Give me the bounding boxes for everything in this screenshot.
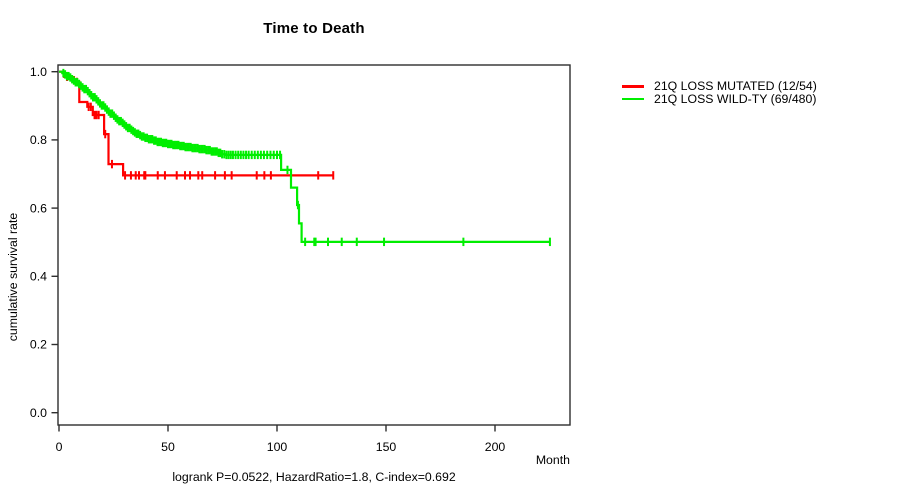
- legend-line-green: [622, 97, 644, 101]
- y-axis-tick-label: 0.2: [30, 338, 47, 352]
- legend: 21Q LOSS MUTATED (12/54) 21Q LOSS WILD-T…: [622, 79, 817, 106]
- chart-title: Time to Death: [263, 20, 365, 37]
- y-axis-title: cumulative survival rate: [6, 212, 20, 342]
- legend-item-mutated: 21Q LOSS MUTATED (12/54): [622, 79, 817, 94]
- x-axis-tick-label: 50: [161, 440, 175, 454]
- survival-curve-mutated: [59, 70, 334, 177]
- survival-curve-wildtype: [59, 70, 550, 243]
- legend-label-wildtype: 21Q LOSS WILD-TY (69/480): [654, 91, 817, 106]
- plot-border: [57, 64, 571, 426]
- x-axis-tick-label: 150: [376, 440, 397, 454]
- y-axis-tick-label: 0.4: [30, 270, 47, 284]
- y-axis-tick-label: 0.6: [30, 201, 47, 215]
- legend-label-mutated: 21Q LOSS MUTATED (12/54): [654, 79, 817, 94]
- legend-item-wildtype: 21Q LOSS WILD-TY (69/480): [622, 91, 817, 106]
- x-axis-tick-label: 0: [56, 440, 63, 454]
- x-axis-tick-label: 100: [267, 440, 288, 454]
- y-axis-tick-label: 0.8: [30, 133, 47, 147]
- y-axis-tick-label: 1.0: [30, 65, 47, 79]
- legend-line-red: [622, 85, 644, 88]
- y-axis-tick-label: 0.0: [30, 406, 47, 420]
- x-axis-title: Month: [535, 453, 570, 467]
- stats-footer: logrank P=0.0522, HazardRatio=1.8, C-ind…: [172, 470, 456, 484]
- x-axis-tick-label: 200: [485, 440, 506, 454]
